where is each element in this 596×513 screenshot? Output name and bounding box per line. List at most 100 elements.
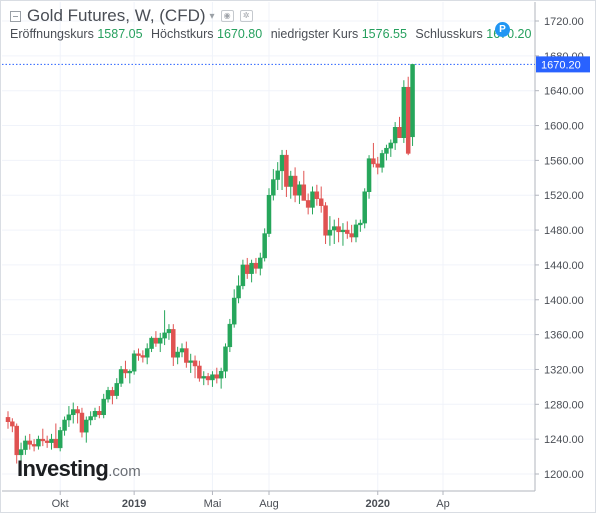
y-tick-label: 1640.00 [544, 86, 584, 98]
candle-body [84, 419, 89, 433]
candle [62, 416, 67, 436]
candle [118, 365, 124, 387]
tick-labels: 1200.00 1240.00 1280.00 1320.00 1360.00 1400.… [52, 16, 584, 510]
candle-body [197, 365, 202, 379]
candle [140, 350, 146, 363]
candle-body [310, 191, 315, 208]
candle-body [88, 416, 93, 421]
x-tick-label: Okt [52, 498, 69, 510]
candle-body [240, 264, 246, 287]
candle-body [384, 147, 389, 154]
candle [162, 310, 167, 346]
candle-body [327, 229, 333, 236]
candle-body [75, 409, 80, 414]
candle [223, 343, 228, 379]
candle [110, 386, 115, 405]
candle-body [36, 438, 41, 447]
axes [2, 2, 539, 495]
y-tick-label: 1240.00 [544, 434, 584, 446]
candle [310, 186, 315, 215]
candle [318, 186, 324, 213]
candle-body [192, 360, 198, 367]
candle-body [236, 285, 241, 299]
candle-body [227, 323, 233, 348]
candle-body [23, 440, 28, 450]
dropdown-caret-icon[interactable]: ▾ [209, 10, 215, 22]
candle [236, 275, 241, 304]
candle [245, 257, 250, 279]
candle-body [166, 329, 172, 334]
settings-icon[interactable]: ✲ [239, 10, 253, 22]
candle [153, 331, 159, 347]
candle-body [188, 360, 193, 363]
candle [401, 80, 407, 143]
collapse-icon[interactable] [10, 10, 21, 22]
y-tick-label: 1480.00 [544, 225, 584, 237]
candle-body [245, 264, 250, 274]
chart-title: Gold Futures, W, (CFD) [27, 6, 206, 25]
x-tick-label: 2020 [366, 498, 390, 510]
candle [136, 348, 141, 361]
candle [323, 202, 328, 245]
candles [5, 63, 415, 464]
candle [105, 386, 111, 403]
chart-header: Gold Futures, W, (CFD) ▾ ◉ ✲ [10, 5, 253, 27]
candle [266, 188, 272, 238]
candle [88, 411, 93, 426]
p-badge-icon[interactable]: P [495, 22, 510, 37]
candle [97, 406, 102, 419]
candle [53, 423, 59, 449]
candle-body [27, 440, 32, 445]
candle-body [210, 374, 215, 381]
candle-body [358, 222, 363, 226]
candle [40, 428, 46, 447]
ohlc-close-label: Schlusskurs [415, 27, 483, 41]
candle [49, 433, 54, 450]
candle [75, 406, 80, 424]
candle-body [279, 154, 285, 172]
candle [179, 343, 185, 358]
candle-body [136, 353, 141, 356]
candle [101, 393, 106, 419]
candle [231, 289, 237, 328]
candle [366, 155, 372, 199]
candle [332, 219, 337, 245]
candle-body [40, 438, 46, 442]
candle [218, 367, 224, 389]
y-tick-label: 1560.00 [544, 155, 584, 167]
candle-body [305, 200, 311, 208]
candle-body [179, 348, 185, 353]
x-tick-label: Mai [204, 498, 222, 510]
grid-lines [2, 2, 535, 491]
candle-body [66, 414, 72, 421]
candle-body [101, 398, 106, 416]
candle [27, 433, 32, 450]
candle-body [127, 370, 133, 374]
candle [123, 360, 128, 379]
y-tick-label: 1280.00 [544, 399, 584, 411]
candle [258, 252, 263, 276]
candle-body [131, 353, 137, 372]
candle [340, 223, 346, 246]
candle-body [201, 376, 206, 379]
candle [375, 156, 380, 175]
candle [18, 442, 24, 464]
candle [275, 162, 280, 191]
candle-body [205, 376, 211, 381]
candle-body [332, 226, 337, 231]
candle [92, 407, 98, 420]
candle-body [223, 346, 228, 372]
eye-icon[interactable]: ◉ [220, 10, 234, 22]
candle-body [323, 205, 328, 236]
candle [397, 116, 402, 138]
ohlc-low-value: 1576.55 [361, 27, 407, 41]
candle [388, 139, 394, 157]
ohlc-open-value: 1587.05 [97, 27, 143, 41]
candle-body [375, 163, 380, 168]
candle-body [18, 449, 24, 456]
candle [188, 353, 193, 373]
last-price-label-bg [536, 56, 590, 73]
investing-logo: Investing .com [17, 456, 141, 482]
candle [31, 439, 37, 452]
